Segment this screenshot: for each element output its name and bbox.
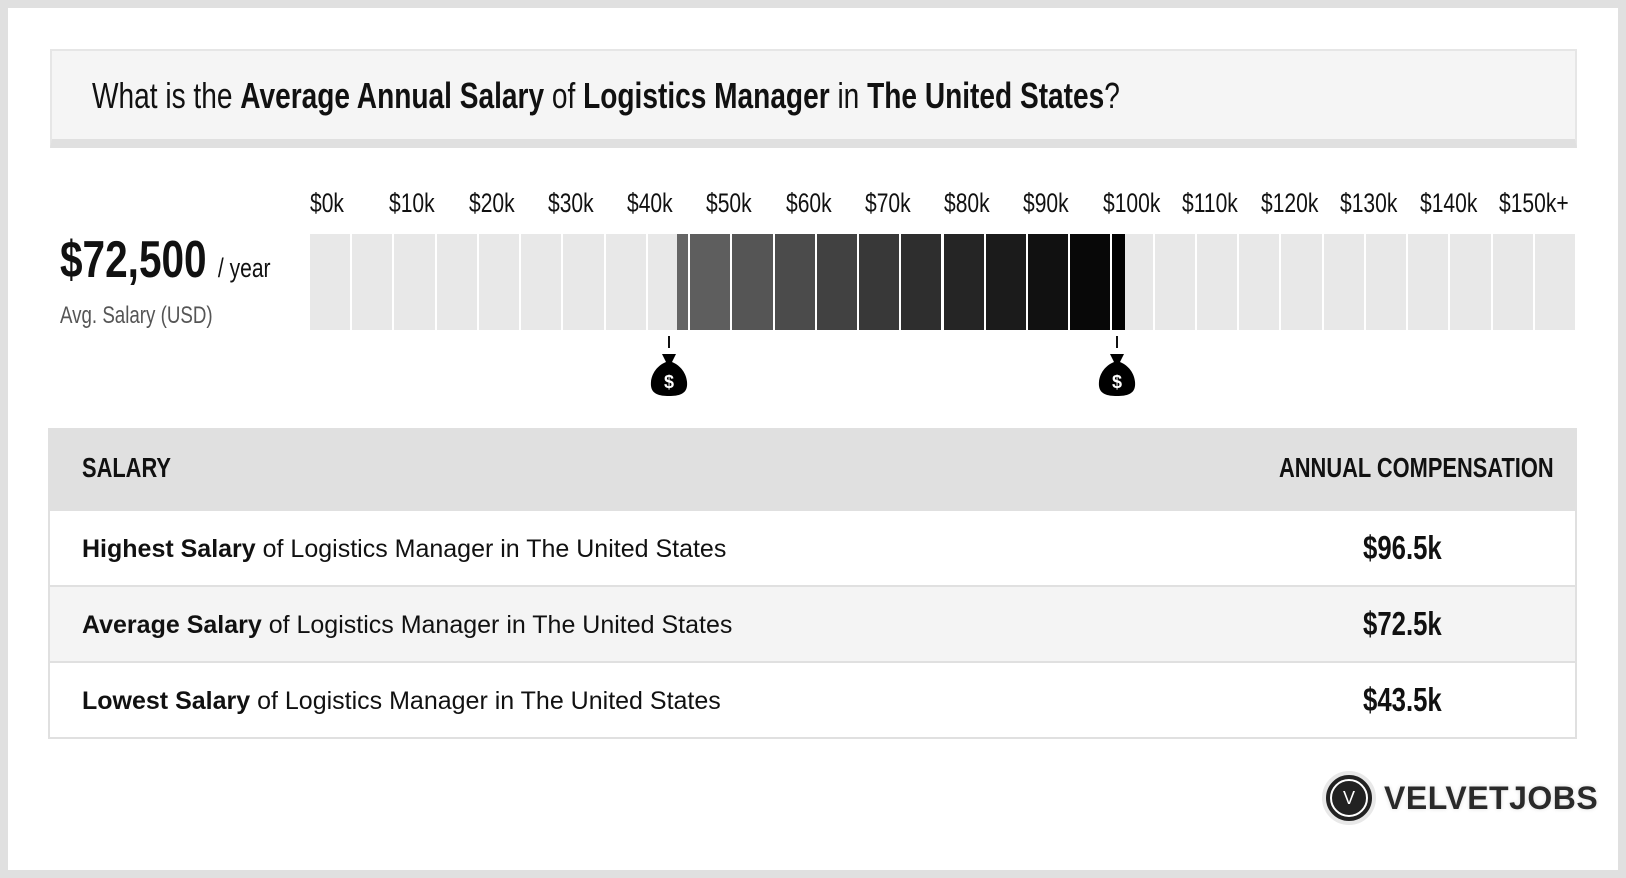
- logo-letter: V: [1330, 779, 1368, 817]
- table-header: SALARY ANNUAL COMPENSATION: [50, 428, 1575, 509]
- page-title: What is the Average Annual Salary of Log…: [92, 75, 1120, 116]
- bar-segment: [1365, 234, 1407, 330]
- logo-text: VELVETJOBS: [1384, 779, 1599, 816]
- bar-segment: [690, 234, 731, 330]
- tick-label: $20k: [468, 188, 515, 218]
- bar-fill: [677, 234, 689, 330]
- header-salary: SALARY: [82, 452, 171, 483]
- svg-text:$: $: [1112, 372, 1122, 392]
- average-salary-label: Avg. Salary (USD): [60, 302, 213, 329]
- table-row: Highest Salary of Logistics Manager in T…: [50, 509, 1575, 585]
- tick-label: $30k: [547, 188, 594, 218]
- bar-fill: [901, 234, 942, 330]
- bar-segment: [1492, 234, 1533, 330]
- bar-segment: [1323, 234, 1364, 330]
- tick-label: $100k: [1102, 188, 1161, 218]
- bar-fill: [1027, 234, 1069, 330]
- bar-segment: [605, 234, 646, 330]
- bar-segment: [436, 234, 477, 330]
- row-value: $72.5k: [1363, 605, 1442, 642]
- row-value: $43.5k: [1363, 681, 1442, 718]
- tick-label: $150k+: [1499, 188, 1569, 218]
- bar-segment: [985, 234, 1026, 330]
- row-value: $96.5k: [1363, 529, 1442, 566]
- table-row: Lowest Salary of Logistics Manager in Th…: [50, 661, 1575, 737]
- bar-segment: [1281, 234, 1322, 330]
- velvetjobs-logo: V VELVETJOBS: [1322, 771, 1598, 825]
- money-bag-icon: $: [1097, 336, 1137, 406]
- tick-label: $50k: [706, 188, 753, 218]
- bar-segment: [774, 234, 815, 330]
- tick-label: $40k: [627, 188, 673, 218]
- salary-table: SALARY ANNUAL COMPENSATION Highest Salar…: [48, 428, 1577, 739]
- bar-segment: [816, 234, 858, 330]
- bar-fill: [943, 234, 984, 330]
- bar-segment: [859, 234, 900, 330]
- bar-segment: [310, 234, 351, 330]
- bar-segment: [394, 234, 435, 330]
- tick-label: $0k: [310, 188, 344, 218]
- bar-segment: [1534, 234, 1575, 330]
- money-bag-icon: $: [649, 336, 689, 406]
- bar-segment: [1196, 234, 1238, 330]
- salary-range-bar: [310, 234, 1577, 330]
- bar-segment: [732, 234, 773, 330]
- bar-fill: [1070, 234, 1111, 330]
- bar-fill: [732, 234, 773, 330]
- bar-segment: [1239, 234, 1280, 330]
- axis-ticks: $0k $10k $20k $30k $40k $50k $60k $70k $80k $90k $…: [310, 188, 1577, 218]
- tick-label: $110k: [1181, 188, 1238, 218]
- average-salary-value: $72,500 / year: [60, 231, 271, 289]
- bar-segment: [478, 234, 520, 330]
- tick-label: $90k: [1023, 188, 1070, 218]
- salary-card: What is the Average Annual Salary of Log…: [8, 8, 1618, 870]
- row-label: Highest Salary of Logistics Manager in T…: [82, 535, 727, 563]
- bar-fill: [1112, 234, 1126, 330]
- bar-segment: [647, 234, 689, 330]
- title-box: What is the Average Annual Salary of Log…: [50, 49, 1577, 148]
- tick-label: $70k: [864, 188, 911, 218]
- tick-label: $140k: [1419, 188, 1478, 218]
- bar-fill: [985, 234, 1026, 330]
- svg-text:$: $: [664, 372, 674, 392]
- bar-segment: [1154, 234, 1195, 330]
- bar-fill: [859, 234, 900, 330]
- header-annual-compensation: ANNUAL COMPENSATION: [1279, 452, 1554, 483]
- bar-segment: [943, 234, 984, 330]
- row-label: Average Salary of Logistics Manager in T…: [82, 611, 733, 639]
- logo-circle-icon: V: [1322, 771, 1376, 825]
- tick-label: $120k: [1261, 188, 1319, 218]
- bar-segment: [1408, 234, 1449, 330]
- tick-label: $130k: [1340, 188, 1398, 218]
- bar-segment: [563, 234, 604, 330]
- bar-segment: [1027, 234, 1069, 330]
- bar-fill: [816, 234, 858, 330]
- tick-label: $80k: [944, 188, 990, 218]
- bar-segment: [352, 234, 393, 330]
- tick-label: $60k: [785, 188, 832, 218]
- bar-fill: [774, 234, 815, 330]
- bar-segment: [1112, 234, 1153, 330]
- tick-label: $10k: [389, 188, 435, 218]
- bar-segment: [1070, 234, 1111, 330]
- table-row: Average Salary of Logistics Manager in T…: [50, 585, 1575, 661]
- row-label: Lowest Salary of Logistics Manager in Th…: [82, 687, 721, 715]
- bar-fill: [690, 234, 731, 330]
- bar-segment: [521, 234, 562, 330]
- bar-segment: [901, 234, 942, 330]
- bar-segment: [1450, 234, 1491, 330]
